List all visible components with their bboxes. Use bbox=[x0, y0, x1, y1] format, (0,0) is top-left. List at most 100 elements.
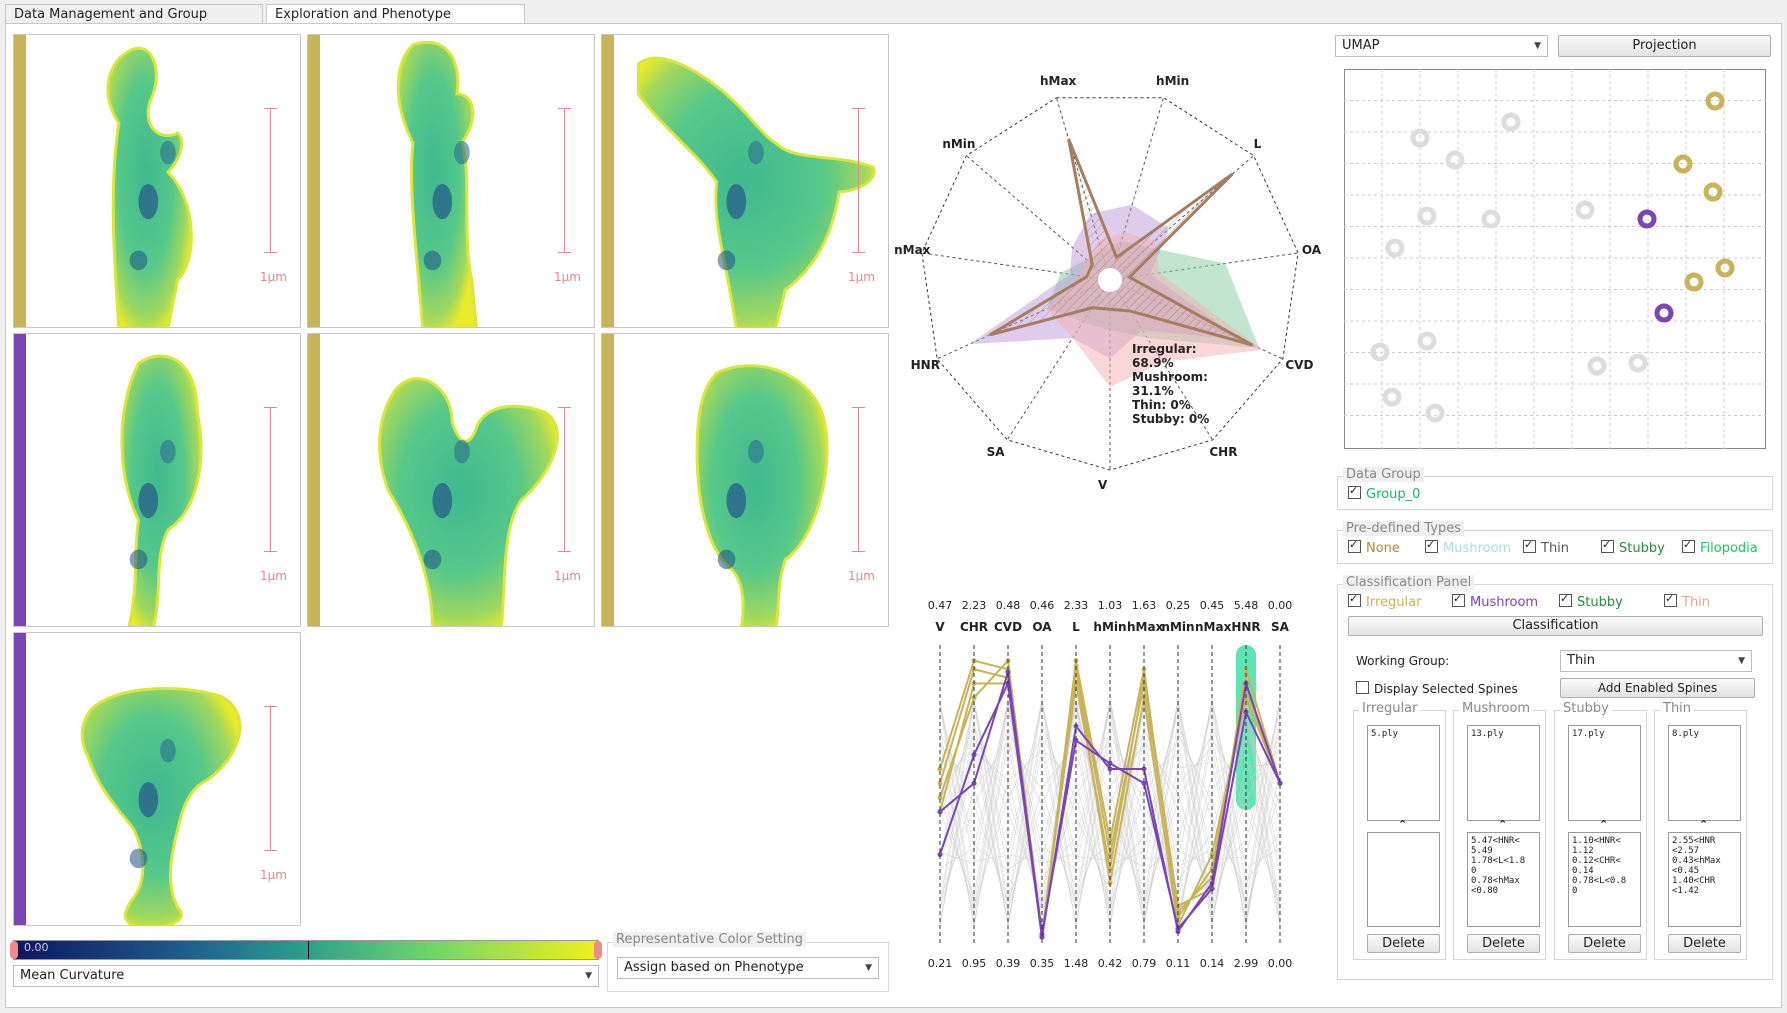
projection-point[interactable] bbox=[1705, 91, 1725, 111]
colormap-max-handle[interactable] bbox=[594, 941, 602, 959]
class-rule-list[interactable]: 1.10<HNR< 1.12 0.12<CHR< 0.14 0.78<L<0.8… bbox=[1568, 832, 1641, 927]
projection-point[interactable] bbox=[1445, 150, 1465, 170]
chevron-up-icon[interactable]: ⌃ bbox=[1498, 818, 1508, 831]
spine-view-cell[interactable]: 1μm bbox=[601, 34, 889, 328]
projection-point[interactable] bbox=[1385, 238, 1405, 258]
class-rule-list[interactable]: 5.47<HNR< 5.49 1.78<L<1.8 0 0.78<hMax <0… bbox=[1467, 832, 1540, 927]
class-irregular-checkbox[interactable]: Irregular bbox=[1348, 592, 1421, 610]
spine-mesh[interactable] bbox=[322, 334, 592, 627]
display-selected-checkbox[interactable]: Display Selected Spines bbox=[1356, 681, 1518, 696]
pcp-axis-min: 0.14 bbox=[1199, 957, 1225, 970]
radar-axis-label: V bbox=[1098, 478, 1108, 492]
projection-point[interactable] bbox=[1481, 209, 1501, 229]
projection-scatterplot[interactable] bbox=[1344, 69, 1766, 449]
chevron-up-icon[interactable]: ⌃ bbox=[1699, 818, 1709, 831]
pcp-axis-max: 0.47 bbox=[927, 599, 953, 612]
radar-center bbox=[1098, 268, 1122, 292]
scale-bar bbox=[264, 108, 277, 253]
projection-point[interactable] bbox=[1575, 200, 1595, 220]
predefined-thin-label: Thin bbox=[1541, 541, 1570, 556]
projection-point[interactable] bbox=[1417, 206, 1437, 226]
class-mushroom-checkbox[interactable]: Mushroom bbox=[1452, 592, 1538, 610]
projection-point[interactable] bbox=[1684, 272, 1704, 292]
class-file-list[interactable]: 8.ply bbox=[1668, 725, 1741, 821]
spine-view-cell[interactable]: 1μm bbox=[307, 333, 595, 627]
chevron-down-icon: ▼ bbox=[585, 971, 592, 981]
spine-mesh[interactable] bbox=[616, 35, 886, 328]
class-delete-button[interactable]: Delete bbox=[1467, 934, 1540, 953]
metric-select[interactable]: Mean Curvature ▼ bbox=[13, 965, 599, 987]
colormap-min-handle[interactable] bbox=[10, 941, 18, 959]
projection-point[interactable] bbox=[1637, 209, 1657, 229]
class-thin-label: Thin bbox=[1682, 595, 1711, 610]
pcp-point bbox=[937, 795, 943, 800]
spine-mesh[interactable] bbox=[28, 35, 298, 328]
spine-view-cell[interactable]: 1μm bbox=[13, 34, 301, 328]
class-rule-list[interactable] bbox=[1367, 832, 1440, 927]
spine-view-cell[interactable]: 1μm bbox=[13, 632, 301, 926]
pcp-axis-max: 0.46 bbox=[1029, 599, 1055, 612]
projection-point[interactable] bbox=[1417, 331, 1437, 351]
spine-mesh[interactable] bbox=[28, 334, 298, 627]
class-file-list[interactable]: 13.ply bbox=[1467, 725, 1540, 821]
rep-color-select[interactable]: Assign based on Phenotype ▼ bbox=[617, 957, 879, 979]
class-rule-list[interactable]: 2.55<HNR <2.57 0.43<hMax <0.45 1.40<CHR … bbox=[1668, 832, 1741, 927]
projection-button[interactable]: Projection bbox=[1558, 35, 1771, 57]
predefined-stubby-label: Stubby bbox=[1619, 541, 1665, 556]
pcp-axis-label: nMax bbox=[1195, 620, 1232, 634]
scale-bar bbox=[558, 407, 571, 552]
predefined-mushroom-checkbox[interactable]: Mushroom bbox=[1425, 538, 1511, 556]
spine-view-cell[interactable]: 1μm bbox=[601, 333, 889, 627]
spine-view-cell[interactable]: 1μm bbox=[307, 34, 595, 328]
predefined-filopodia-checkbox[interactable]: Filopodia bbox=[1682, 538, 1758, 556]
projection-point[interactable] bbox=[1382, 387, 1402, 407]
class-delete-button[interactable]: Delete bbox=[1568, 934, 1641, 953]
phenotype-color-bar bbox=[308, 35, 320, 327]
scale-label: 1μm bbox=[848, 569, 875, 583]
class-delete-button[interactable]: Delete bbox=[1367, 934, 1440, 953]
add-enabled-spines-button[interactable]: Add Enabled Spines bbox=[1560, 678, 1755, 698]
pcp-axis-min: 0.42 bbox=[1097, 957, 1123, 970]
predefined-none-checkbox[interactable]: None bbox=[1348, 538, 1400, 556]
scale-label: 1μm bbox=[260, 569, 287, 583]
pcp-axis-label: nMin bbox=[1161, 620, 1195, 634]
parallel-coordinates-plot[interactable] bbox=[920, 640, 1300, 950]
class-thin-checkbox[interactable]: Thin bbox=[1664, 592, 1711, 610]
colormap-center-marker[interactable] bbox=[308, 941, 309, 959]
spine-mesh[interactable] bbox=[28, 633, 298, 926]
class-file-list[interactable]: 17.ply bbox=[1568, 725, 1641, 821]
projection-point[interactable] bbox=[1654, 303, 1674, 323]
projection-point[interactable] bbox=[1628, 353, 1648, 373]
class-group-title: Thin bbox=[1660, 701, 1695, 716]
tab-exploration[interactable]: Exploration and Phenotype Classification bbox=[266, 4, 525, 42]
projection-point[interactable] bbox=[1587, 356, 1607, 376]
projection-point[interactable] bbox=[1501, 112, 1521, 132]
pcp-point bbox=[971, 752, 977, 758]
pcp-point bbox=[1107, 760, 1113, 766]
projection-point[interactable] bbox=[1425, 403, 1445, 423]
classification-button[interactable]: Classification bbox=[1348, 616, 1763, 636]
spine-view-cell[interactable]: 1μm bbox=[13, 333, 301, 627]
spine-mesh[interactable] bbox=[616, 334, 886, 627]
spine-mesh[interactable] bbox=[322, 35, 592, 328]
class-group-title: Stubby bbox=[1560, 701, 1612, 716]
class-file-list[interactable]: 5.ply bbox=[1367, 725, 1440, 821]
projection-point[interactable] bbox=[1715, 258, 1735, 278]
working-group-select[interactable]: Thin ▼ bbox=[1560, 650, 1752, 672]
group-0-checkbox[interactable]: Group_0 bbox=[1348, 484, 1420, 502]
projection-point[interactable] bbox=[1410, 128, 1430, 148]
projection-point[interactable] bbox=[1370, 342, 1390, 362]
class-delete-button[interactable]: Delete bbox=[1668, 934, 1741, 953]
pcp-axis-max: 2.33 bbox=[1063, 599, 1089, 612]
tab-data-management[interactable]: Data Management and Group Comparison bbox=[5, 4, 263, 42]
chevron-up-icon[interactable]: ⌃ bbox=[1398, 818, 1408, 831]
projection-point[interactable] bbox=[1673, 154, 1693, 174]
projection-method-select[interactable]: UMAP ▼ bbox=[1335, 35, 1548, 57]
predefined-thin-checkbox[interactable]: Thin bbox=[1523, 538, 1570, 556]
class-stubby-checkbox[interactable]: Stubby bbox=[1559, 592, 1623, 610]
projection-point[interactable] bbox=[1703, 182, 1723, 202]
pcp-axis-max: 0.45 bbox=[1199, 599, 1225, 612]
predefined-title: Pre-defined Types bbox=[1343, 521, 1465, 536]
predefined-stubby-checkbox[interactable]: Stubby bbox=[1601, 538, 1665, 556]
chevron-up-icon[interactable]: ⌃ bbox=[1599, 818, 1609, 831]
